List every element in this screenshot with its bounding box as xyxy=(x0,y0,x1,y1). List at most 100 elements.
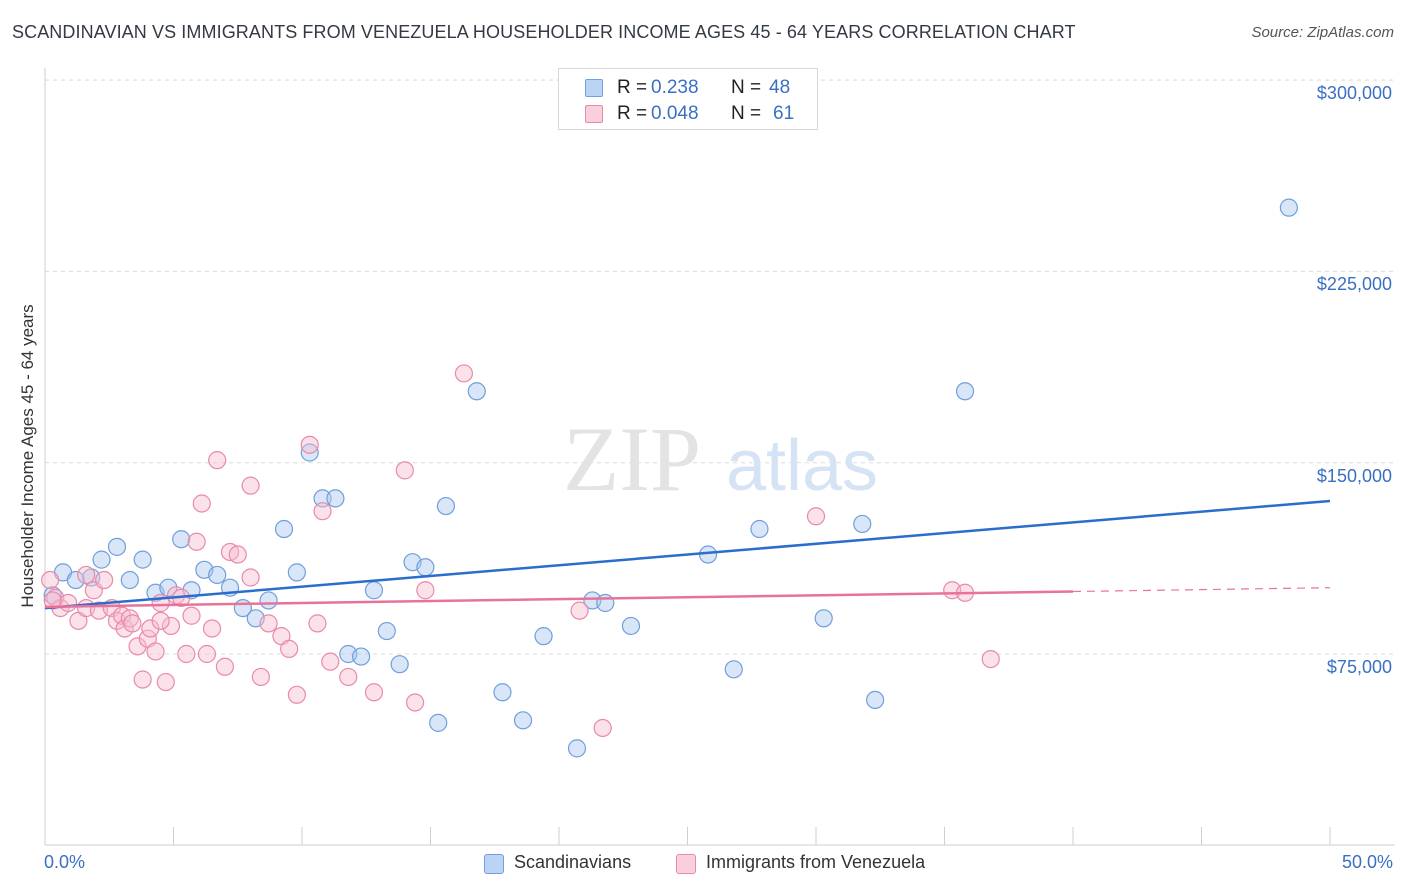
venezuela-point xyxy=(416,581,435,600)
scandinavian-point xyxy=(513,711,533,730)
venezuela-point xyxy=(806,507,826,526)
blue-swatch xyxy=(585,79,603,97)
venezuela-point xyxy=(208,451,227,470)
scandinavian-point xyxy=(172,530,191,549)
n-value: 61 xyxy=(773,103,795,124)
scandinavian-point xyxy=(429,713,448,732)
scandinavian-point xyxy=(866,690,885,710)
scandinavian-point xyxy=(493,683,512,702)
venezuela-point xyxy=(215,657,234,676)
scandinavian-point xyxy=(621,616,641,636)
trend-lines xyxy=(44,499,1331,610)
source-credit: Source: ZipAtlas.com xyxy=(1251,24,1394,41)
venezuela-point xyxy=(251,667,270,687)
scandinavian-point xyxy=(120,570,139,590)
pink-swatch xyxy=(585,105,603,123)
scandinavian-point xyxy=(377,621,396,641)
blue-swatch xyxy=(484,854,504,874)
pink-swatch xyxy=(676,854,696,874)
venezuela-point xyxy=(156,672,175,692)
data-points xyxy=(41,198,1298,758)
venezuela-point xyxy=(321,652,340,671)
venezuela-point xyxy=(197,644,217,664)
scandinavian-trend-line xyxy=(44,499,1331,610)
x-tick-label-min: 0.0% xyxy=(44,852,86,872)
venezuela-point xyxy=(120,609,139,628)
venezuela-point xyxy=(133,670,152,689)
scandinavian-point xyxy=(436,496,456,516)
venezuela-point xyxy=(259,614,278,633)
watermark-zip: ZIP xyxy=(563,408,701,510)
venezuela-point xyxy=(202,619,222,638)
legend-label: Scandinavians xyxy=(514,852,632,872)
scandinavian-point xyxy=(1279,198,1298,217)
venezuela-point xyxy=(95,570,114,590)
venezuela-point xyxy=(241,476,260,495)
y-tick-label: $225,000 xyxy=(1316,274,1392,295)
scandinavian-point xyxy=(313,489,332,508)
r-value: 0.238 xyxy=(651,77,699,98)
venezuela-point xyxy=(192,494,211,513)
scandinavian-point xyxy=(814,609,833,628)
scandinavian-point xyxy=(390,655,409,674)
venezuela-point xyxy=(228,545,247,564)
venezuela-point xyxy=(77,565,96,585)
axes xyxy=(44,68,1395,846)
scandinavian-point xyxy=(208,565,227,585)
venezuela-point xyxy=(123,614,142,633)
correlation-legend: R = 0.238 N = 48 R = 0.048 N = 61 xyxy=(558,68,818,130)
scandinavian-point xyxy=(92,550,111,569)
y-tick-label: $75,000 xyxy=(1326,657,1392,677)
chart-title: SCANDINAVIAN VS IMMIGRANTS FROM VENEZUEL… xyxy=(12,22,1076,42)
venezuela-point xyxy=(287,685,306,704)
venezuela-point xyxy=(308,614,327,633)
n-label: N = xyxy=(731,103,762,124)
venezuela-point xyxy=(182,606,201,625)
legend-label: Immigrants from Venezuela xyxy=(706,852,926,872)
scandinavian-point xyxy=(750,519,769,539)
scandinavian-point xyxy=(724,660,743,679)
scandinavian-point xyxy=(66,570,85,590)
scandinavian-point xyxy=(596,593,615,613)
y-tick-label: $300,000 xyxy=(1316,83,1392,104)
scandinavian-point xyxy=(955,382,975,401)
scandinavian-point xyxy=(300,443,319,462)
venezuela-point xyxy=(280,639,299,658)
gridlines xyxy=(45,79,1395,655)
scandinavian-point xyxy=(287,563,306,582)
r-value: 0.048 xyxy=(651,103,699,124)
venezuela-point xyxy=(41,570,60,590)
n-value: 48 xyxy=(769,77,791,98)
venezuela-point xyxy=(364,683,384,702)
venezuela-trend-line xyxy=(44,590,1074,609)
n-label: N = xyxy=(731,77,762,98)
y-tick-label: $150,000 xyxy=(1316,465,1392,486)
venezuela-point xyxy=(146,642,165,661)
scandinavian-point xyxy=(352,647,371,666)
venezuela-point xyxy=(395,461,414,480)
scandinavian-point xyxy=(274,519,294,539)
x-tick-label-max: 50.0% xyxy=(1341,852,1393,872)
watermark: ZIP atlas xyxy=(563,408,878,510)
scandinavian-point xyxy=(534,627,553,646)
scandinavian-point xyxy=(467,382,486,401)
scandinavian-point xyxy=(416,558,435,577)
r-label: R = xyxy=(617,103,648,124)
venezuela-point xyxy=(141,619,160,638)
venezuela-point xyxy=(454,364,474,383)
venezuela-point xyxy=(300,435,319,454)
venezuela-point xyxy=(593,718,612,738)
venezuela-point xyxy=(43,591,62,610)
venezuela-point xyxy=(570,601,589,620)
venezuela-point xyxy=(405,693,425,712)
venezuela-point xyxy=(128,637,147,656)
venezuela-point xyxy=(161,616,181,636)
venezuela-point xyxy=(981,650,1000,669)
venezuela-point xyxy=(313,502,332,521)
venezuela-point xyxy=(151,611,170,630)
r-label: R = xyxy=(617,77,648,98)
venezuela-point xyxy=(187,532,206,551)
venezuela-point xyxy=(59,593,78,613)
venezuela-point xyxy=(241,568,260,587)
